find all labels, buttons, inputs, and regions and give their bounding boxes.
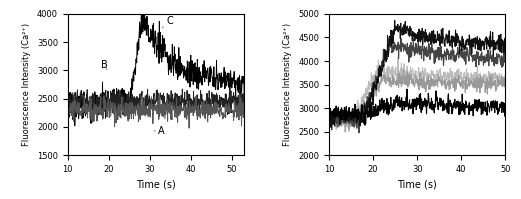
Text: A: A xyxy=(154,126,165,136)
Y-axis label: Fluorescence Intensity (Ca²⁺): Fluorescence Intensity (Ca²⁺) xyxy=(22,23,31,146)
X-axis label: Time (s): Time (s) xyxy=(397,179,437,189)
Text: B: B xyxy=(101,60,107,70)
X-axis label: Time (s): Time (s) xyxy=(136,179,176,189)
Text: C: C xyxy=(162,16,173,28)
Y-axis label: Fluorescence Intensity (Ca²⁺): Fluorescence Intensity (Ca²⁺) xyxy=(283,23,292,146)
